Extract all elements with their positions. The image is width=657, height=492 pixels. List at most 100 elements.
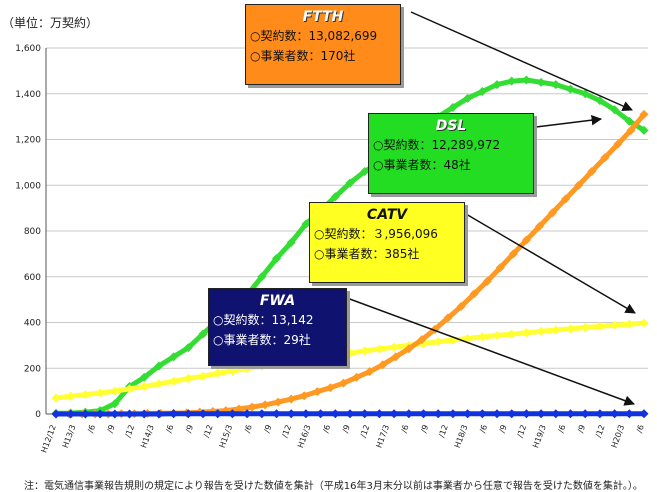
fwa-point xyxy=(463,409,472,418)
y-tick-label: 400 xyxy=(24,319,41,329)
fwa-point xyxy=(287,409,296,418)
x-tick-label: H19/3 xyxy=(531,424,548,450)
x-tick-label: /12 xyxy=(515,424,528,439)
fwa-point xyxy=(346,409,355,418)
fwa-point xyxy=(331,409,340,418)
fwa-point xyxy=(493,409,502,418)
x-tick-label: /6 xyxy=(478,424,489,434)
x-tick-label: /6 xyxy=(86,424,97,434)
fwa-point xyxy=(316,409,325,418)
fwa-point xyxy=(390,409,399,418)
x-tick-label: H18/3 xyxy=(453,424,470,450)
ftth-point xyxy=(248,403,257,412)
y-tick-label: 1,200 xyxy=(15,136,41,146)
x-tick-label: /6 xyxy=(243,424,254,434)
ftth-arrow xyxy=(411,12,632,110)
x-tick-label: /12 xyxy=(280,424,293,439)
fwa-series xyxy=(52,409,649,418)
footnote: 注：電気通信事業報告規則の規定により報告を受けた数値を集計（平成16年3月末分以… xyxy=(24,477,643,492)
ftth-callout-box: FTTH ○契約数：13,082,699 ○事業者数：170社 xyxy=(245,4,401,85)
x-tick-label: /12 xyxy=(202,424,215,439)
x-tick-label: H14/3 xyxy=(139,424,156,450)
x-tick-label: H13/3 xyxy=(61,424,78,450)
fwa-point xyxy=(581,409,590,418)
y-tick-label: 600 xyxy=(24,273,41,283)
catv-point xyxy=(169,377,178,386)
catv-point xyxy=(52,393,61,402)
fwa-point xyxy=(257,409,266,418)
fwa-point xyxy=(507,409,516,418)
y-tick-label: 200 xyxy=(24,364,41,374)
dsl-callout-box: DSL ○契約数：12,289,972 ○事業者数：48社 xyxy=(368,113,534,194)
catv-point xyxy=(184,374,193,383)
fwa-point xyxy=(360,409,369,418)
x-tick-label: H15/3 xyxy=(218,424,235,450)
x-tick-label: /9 xyxy=(576,424,587,434)
fwa-point xyxy=(522,409,531,418)
y-tick-label: 1,400 xyxy=(15,90,41,100)
x-tick-label: /12 xyxy=(437,424,450,439)
x-tick-label: /12 xyxy=(359,424,372,439)
x-tick-label: H20/3 xyxy=(610,424,627,450)
x-tick-label: /9 xyxy=(184,424,195,434)
catv-point xyxy=(96,388,105,397)
catv-point xyxy=(110,387,119,396)
fwa-point xyxy=(595,409,604,418)
y-tick-label: 1,600 xyxy=(15,44,41,54)
x-tick-label: H17/3 xyxy=(374,424,391,450)
catv-title: CATV xyxy=(310,206,464,224)
catv-point xyxy=(595,322,604,331)
ftth-operators: ○事業者数：170社 xyxy=(246,46,400,66)
fwa-point xyxy=(625,409,634,418)
fwa-point xyxy=(434,409,443,418)
catv-point xyxy=(507,330,516,339)
fwa-operators: ○事業者数：29社 xyxy=(209,330,346,350)
catv-point xyxy=(66,392,75,401)
fwa-point xyxy=(551,409,560,418)
catv-point xyxy=(360,346,369,355)
fwa-point xyxy=(125,410,134,419)
x-tick-label: /6 xyxy=(556,424,567,434)
fwa-point xyxy=(640,409,649,418)
x-tick-label: /6 xyxy=(400,424,411,434)
fwa-point xyxy=(272,409,281,418)
catv-point xyxy=(566,324,575,333)
fwa-title: FWA xyxy=(209,292,346,310)
x-tick-label: /9 xyxy=(262,424,273,434)
ftth-contracts: ○契約数：13,082,699 xyxy=(246,26,400,46)
x-tick-label: /6 xyxy=(635,424,646,434)
y-tick-label: 800 xyxy=(24,227,41,237)
dsl-point xyxy=(522,76,531,85)
fwa-arrow xyxy=(347,298,634,404)
x-tick-label: /9 xyxy=(341,424,352,434)
fwa-point xyxy=(404,409,413,418)
catv-point xyxy=(625,320,634,329)
fwa-contracts: ○契約数：13,142 xyxy=(209,310,346,330)
y-tick-labels: 0 200 400 600 800 1,000 1,200 1,400 1,600 xyxy=(15,44,41,420)
y-tick-label: 1,000 xyxy=(15,181,41,191)
catv-operators: ○事業者数：385社 xyxy=(310,244,464,264)
x-tick-label: /9 xyxy=(106,424,117,434)
fwa-callout-box: FWA ○契約数：13,142 ○事業者数：29社 xyxy=(208,288,347,366)
fwa-point xyxy=(301,409,310,418)
catv-point xyxy=(537,327,546,336)
fwa-point xyxy=(566,409,575,418)
catv-point xyxy=(478,332,487,341)
fwa-point xyxy=(610,409,619,418)
fwa-point xyxy=(448,409,457,418)
catv-point xyxy=(551,326,560,335)
catv-series xyxy=(52,319,649,403)
dsl-contracts: ○契約数：12,289,972 xyxy=(369,135,533,155)
dsl-point xyxy=(537,78,546,87)
dsl-operators: ○事業者数：48社 xyxy=(369,155,533,175)
catv-point xyxy=(522,328,531,337)
catv-point xyxy=(375,345,384,354)
fwa-point xyxy=(375,409,384,418)
fwa-point xyxy=(537,409,546,418)
x-tick-label: /12 xyxy=(594,424,607,439)
catv-callout-box: CATV ○契約数：３,956,096 ○事業者数：385社 xyxy=(309,202,465,283)
catv-point xyxy=(640,319,649,328)
fwa-point xyxy=(478,409,487,418)
y-tick-label: 0 xyxy=(35,410,41,420)
